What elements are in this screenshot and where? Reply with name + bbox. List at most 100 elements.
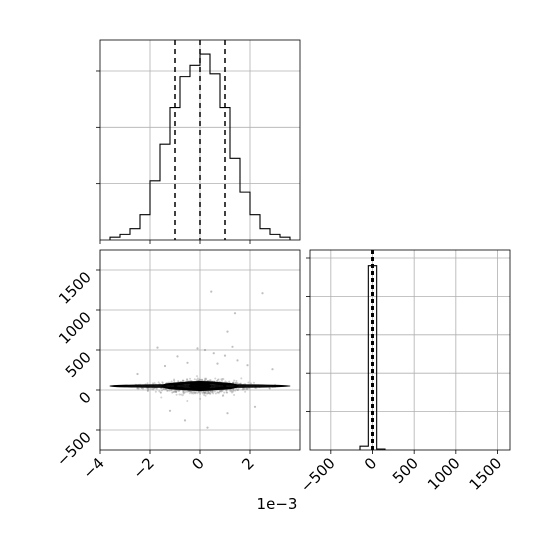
scatter-point <box>186 378 189 381</box>
scatter-outlier <box>163 364 167 368</box>
scatter-point <box>198 390 201 393</box>
scatter-point <box>175 389 178 392</box>
scatter-point <box>230 388 233 391</box>
scatter-point <box>246 387 249 390</box>
scatter-point <box>157 381 160 384</box>
scatter-point <box>229 390 232 393</box>
scatter-point <box>199 397 202 400</box>
y-tick-label: 1500 <box>55 268 95 308</box>
scatter-point <box>175 391 178 394</box>
scatter-point <box>245 387 248 390</box>
scatter-point <box>173 390 176 393</box>
scatter-point <box>140 387 143 390</box>
scatter-point <box>208 379 211 382</box>
scatter-point <box>136 387 139 390</box>
x-offset-text: 1e−3 <box>257 495 298 513</box>
scatter-point <box>170 380 173 383</box>
scatter-point <box>162 388 165 391</box>
scatter-point <box>195 375 198 378</box>
scatter-point <box>168 389 171 392</box>
scatter-point <box>229 388 232 391</box>
scatter-point <box>175 393 178 396</box>
scatter-point <box>230 390 233 393</box>
y-tick-label: 1000 <box>55 308 95 348</box>
scatter-point <box>158 390 161 393</box>
scatter-point <box>182 391 185 394</box>
scatter-outlier <box>183 419 187 422</box>
scatter-point <box>174 390 177 393</box>
scatter-point <box>196 392 199 395</box>
scatter-point <box>170 388 173 391</box>
scatter-point <box>186 390 189 393</box>
scatter-point <box>197 379 200 382</box>
scatter-point <box>209 378 212 381</box>
x-tick-label: −500 <box>297 454 339 496</box>
scatter-point <box>193 391 196 394</box>
scatter-point <box>175 390 178 393</box>
scatter-point <box>194 392 197 395</box>
scatter-point <box>206 392 209 395</box>
scatter-outlier <box>231 345 234 348</box>
scatter-point <box>207 391 210 394</box>
scatter-point <box>205 377 208 380</box>
scatter-point <box>153 381 156 384</box>
scatter-point <box>194 391 197 394</box>
scatter-point <box>150 387 153 390</box>
scatter-point <box>221 378 224 381</box>
scatter-point <box>191 391 194 394</box>
scatter-point <box>239 382 242 385</box>
scatter-point <box>231 391 234 394</box>
scatter-point <box>218 391 221 394</box>
scatter-point <box>203 390 206 393</box>
scatter-point <box>216 378 219 381</box>
scatter-outlier <box>176 355 179 358</box>
scatter-outlier <box>236 359 239 362</box>
scatter-point <box>252 381 255 384</box>
scatter-point <box>161 382 164 385</box>
scatter-point <box>166 389 169 392</box>
scatter-point <box>218 390 221 393</box>
scatter-point <box>234 389 237 392</box>
scatter-outlier <box>253 405 257 408</box>
scatter-outlier <box>216 362 219 365</box>
scatter-point <box>173 378 176 381</box>
scatter-point <box>201 378 204 381</box>
scatter-point <box>237 387 240 390</box>
scatter-point <box>174 389 177 392</box>
scatter-point <box>160 396 163 399</box>
scatter-point <box>268 387 271 390</box>
scatter-point <box>233 379 236 382</box>
scatter-point <box>233 393 236 396</box>
scatter-point <box>202 391 205 394</box>
scatter-point <box>232 381 235 384</box>
scatter-point <box>173 390 176 393</box>
scatter-outlier <box>212 352 215 355</box>
scatter-point <box>244 390 247 393</box>
scatter-point <box>204 378 207 381</box>
top-left-histogram-panel <box>96 39 301 244</box>
scatter-outlier <box>233 312 237 315</box>
scatter-point <box>197 391 200 394</box>
scatter-point <box>152 387 155 390</box>
scatter-point <box>180 393 183 396</box>
scatter-point <box>186 400 189 403</box>
scatter-point <box>141 387 144 390</box>
scatter-point <box>189 390 192 393</box>
scatter-outlier <box>261 292 264 295</box>
scatter-point <box>209 391 212 394</box>
scatter-point <box>172 391 175 394</box>
scatter-outlier <box>186 361 189 364</box>
scatter-outlier <box>203 348 207 352</box>
scatter-point <box>203 392 206 395</box>
scatter-point <box>188 392 191 395</box>
scatter-point <box>181 379 184 382</box>
scatter-point <box>214 377 217 380</box>
scatter-outlier <box>156 346 159 349</box>
scatter-point <box>232 388 235 391</box>
scatter-point <box>235 382 238 385</box>
scatter-point <box>186 378 189 381</box>
scatter-point <box>223 391 226 394</box>
scatter-outlier <box>226 412 229 415</box>
scatter-point <box>161 381 164 384</box>
